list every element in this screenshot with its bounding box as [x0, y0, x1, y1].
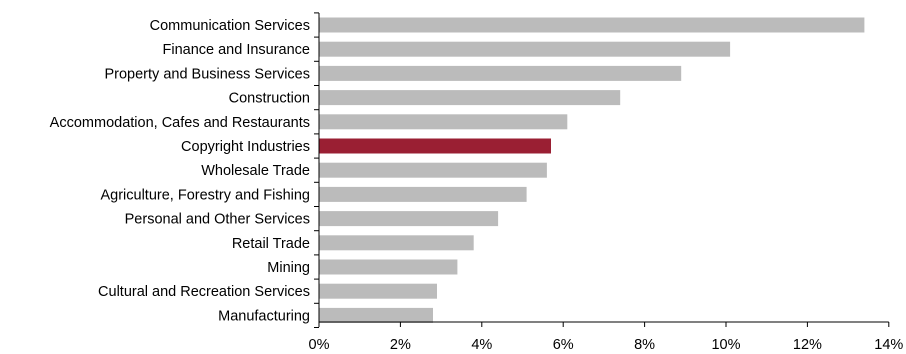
- bar-construction: [319, 90, 621, 106]
- x-axis-ticks: [318, 322, 890, 327]
- category-labels: Communication Services Finance and Insura…: [50, 18, 310, 324]
- category-label: Cultural and Recreation Services: [98, 284, 310, 300]
- category-label: Mining: [267, 260, 310, 276]
- x-tick-label: 6%: [553, 337, 574, 353]
- category-label: Copyright Industries: [181, 139, 310, 155]
- bar-copyright-industries: [319, 138, 551, 154]
- bar-manufacturing: [319, 307, 433, 323]
- category-label: Accommodation, Cafes and Restaurants: [50, 115, 310, 131]
- bar-wholesale-trade: [319, 162, 547, 178]
- category-label: Agriculture, Forestry and Fishing: [100, 187, 310, 203]
- bar-accommodation-cafes-and-restaurants: [319, 114, 568, 130]
- x-tick-label: 8%: [634, 337, 655, 353]
- x-tick-label: 4%: [471, 337, 492, 353]
- bar-communication-services: [319, 17, 865, 33]
- bar-finance-and-insurance: [319, 41, 731, 57]
- x-tick-label: 0%: [309, 337, 330, 353]
- category-label: Construction: [229, 91, 310, 107]
- x-tick-labels: 0% 2% 4% 6% 8% 10% 12% 14%: [309, 337, 904, 353]
- x-tick-label: 12%: [793, 337, 822, 353]
- bar-agriculture-forestry-and-fishing: [319, 186, 527, 202]
- bar-cultural-and-recreation-services: [319, 283, 437, 299]
- x-tick-label: 14%: [874, 337, 903, 353]
- category-label: Finance and Insurance: [162, 42, 310, 58]
- category-label: Manufacturing: [218, 308, 310, 324]
- x-tick-label: 10%: [711, 337, 740, 353]
- category-label: Retail Trade: [232, 236, 310, 252]
- category-label: Wholesale Trade: [201, 163, 310, 179]
- bars-group: [319, 17, 865, 323]
- category-label: Property and Business Services: [104, 66, 310, 82]
- category-label: Communication Services: [150, 18, 310, 34]
- x-tick-label: 2%: [390, 337, 411, 353]
- bar-personal-and-other-services: [319, 211, 499, 227]
- category-label: Personal and Other Services: [125, 212, 310, 228]
- y-axis-ticks: [314, 12, 319, 328]
- bar-property-and-business-services: [319, 65, 682, 81]
- bar-retail-trade: [319, 235, 474, 251]
- bar-mining: [319, 259, 458, 275]
